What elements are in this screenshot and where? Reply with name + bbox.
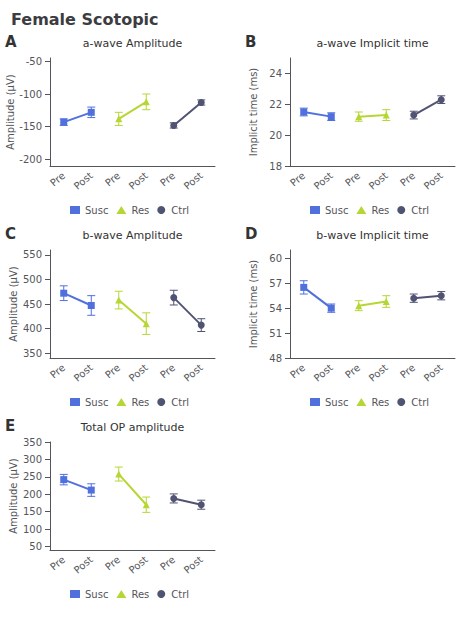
svg-text:350: 350 — [23, 348, 42, 359]
svg-text:450: 450 — [23, 299, 42, 310]
svg-text:Amplitude (μV): Amplitude (μV) — [8, 266, 19, 342]
svg-text:Ctrl: Ctrl — [411, 205, 429, 216]
svg-text:500: 500 — [23, 274, 42, 285]
svg-text:Res: Res — [131, 397, 149, 408]
svg-text:Res: Res — [371, 397, 389, 408]
svg-text:57: 57 — [269, 278, 282, 289]
svg-text:Amplitude (μV): Amplitude (μV) — [8, 458, 19, 534]
svg-text:150: 150 — [23, 506, 42, 517]
svg-text:Post: Post — [72, 170, 95, 192]
svg-text:D: D — [245, 225, 257, 243]
svg-text:Pre: Pre — [48, 170, 67, 189]
svg-text:Pre: Pre — [103, 554, 122, 573]
svg-text:E: E — [5, 417, 15, 435]
svg-text:400: 400 — [23, 323, 42, 334]
svg-text:Total OP amplitude: Total OP amplitude — [80, 421, 185, 434]
svg-text:24: 24 — [269, 68, 282, 79]
svg-text:Pre: Pre — [398, 362, 417, 381]
svg-text:B: B — [245, 33, 256, 51]
svg-text:-150: -150 — [19, 121, 42, 132]
svg-text:Ctrl: Ctrl — [171, 589, 189, 600]
svg-text:Ctrl: Ctrl — [411, 397, 429, 408]
svg-text:Susc: Susc — [85, 397, 108, 408]
svg-text:18: 18 — [269, 161, 282, 172]
svg-text:51: 51 — [269, 328, 282, 339]
svg-text:-100: -100 — [19, 89, 42, 100]
svg-text:100: 100 — [23, 524, 42, 535]
svg-text:Amplitude (μV): Amplitude (μV) — [5, 74, 16, 150]
svg-text:Ctrl: Ctrl — [171, 205, 189, 216]
svg-text:Pre: Pre — [158, 170, 177, 189]
svg-text:Post: Post — [312, 362, 335, 384]
svg-text:Pre: Pre — [398, 170, 417, 189]
svg-text:Susc: Susc — [85, 205, 108, 216]
svg-text:Post: Post — [422, 170, 445, 192]
svg-text:Res: Res — [131, 589, 149, 600]
svg-text:Post: Post — [182, 554, 205, 576]
svg-text:Post: Post — [422, 362, 445, 384]
svg-text:a-wave Implicit time: a-wave Implicit time — [316, 37, 428, 50]
svg-text:Pre: Pre — [288, 362, 307, 381]
svg-text:Pre: Pre — [158, 554, 177, 573]
svg-text:a-wave Amplitude: a-wave Amplitude — [83, 37, 183, 50]
svg-text:Post: Post — [367, 362, 390, 384]
svg-text:Post: Post — [367, 170, 390, 192]
svg-text:48: 48 — [269, 353, 282, 364]
svg-text:Post: Post — [182, 362, 205, 384]
svg-text:Pre: Pre — [343, 170, 362, 189]
svg-text:50: 50 — [29, 541, 42, 552]
svg-text:Pre: Pre — [48, 362, 67, 381]
svg-text:Pre: Pre — [158, 362, 177, 381]
svg-text:300: 300 — [23, 454, 42, 465]
svg-text:Res: Res — [371, 205, 389, 216]
svg-text:Res: Res — [131, 205, 149, 216]
svg-text:Implicit time (ms): Implicit time (ms) — [248, 260, 259, 349]
svg-text:-200: -200 — [19, 154, 42, 165]
svg-text:Pre: Pre — [343, 362, 362, 381]
svg-text:Susc: Susc — [325, 397, 348, 408]
svg-text:60: 60 — [269, 253, 282, 264]
svg-text:250: 250 — [23, 471, 42, 482]
svg-text:Post: Post — [127, 554, 150, 576]
svg-text:20: 20 — [269, 130, 282, 141]
svg-text:Implicit time (ms): Implicit time (ms) — [248, 68, 259, 157]
svg-text:Post: Post — [127, 362, 150, 384]
svg-text:22: 22 — [269, 99, 282, 110]
svg-text:Pre: Pre — [103, 170, 122, 189]
svg-text:-50: -50 — [26, 56, 42, 67]
svg-text:Post: Post — [72, 362, 95, 384]
svg-text:Post: Post — [182, 170, 205, 192]
svg-text:Post: Post — [312, 170, 335, 192]
svg-text:Post: Post — [127, 170, 150, 192]
svg-text:Post: Post — [72, 554, 95, 576]
svg-text:A: A — [5, 33, 17, 51]
svg-text:550: 550 — [23, 249, 42, 260]
svg-text:b-wave Amplitude: b-wave Amplitude — [83, 229, 183, 242]
svg-text:Susc: Susc — [85, 589, 108, 600]
svg-text:350: 350 — [23, 437, 42, 448]
svg-text:Susc: Susc — [325, 205, 348, 216]
svg-text:C: C — [5, 225, 16, 243]
svg-text:Pre: Pre — [48, 554, 67, 573]
svg-text:b-wave Implicit time: b-wave Implicit time — [316, 229, 429, 242]
svg-text:200: 200 — [23, 489, 42, 500]
svg-text:Pre: Pre — [288, 170, 307, 189]
svg-text:Female Scotopic: Female Scotopic — [11, 10, 159, 29]
svg-text:Pre: Pre — [103, 362, 122, 381]
svg-text:Ctrl: Ctrl — [171, 397, 189, 408]
svg-text:54: 54 — [269, 303, 282, 314]
